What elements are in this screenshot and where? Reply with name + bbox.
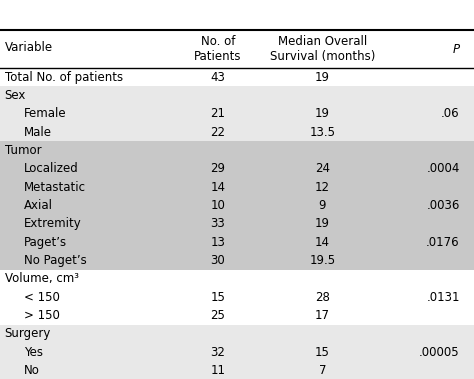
- Text: Median Overall
Survival (months): Median Overall Survival (months): [270, 35, 375, 63]
- Bar: [0, 215, 474, 233]
- Text: .00005: .00005: [419, 346, 460, 359]
- Text: 10: 10: [210, 199, 226, 212]
- Text: .0004: .0004: [427, 162, 460, 175]
- Text: Male: Male: [24, 125, 52, 139]
- Text: Surgery: Surgery: [5, 327, 51, 340]
- Text: .0131: .0131: [426, 291, 460, 304]
- Text: No. of
Patients: No. of Patients: [194, 35, 242, 63]
- Text: Yes: Yes: [24, 346, 43, 359]
- Text: 9: 9: [319, 199, 326, 212]
- Text: 19: 19: [315, 217, 330, 230]
- Text: 22: 22: [210, 125, 226, 139]
- Text: 25: 25: [210, 309, 226, 322]
- Bar: [0, 251, 474, 269]
- Text: 21: 21: [210, 107, 226, 120]
- Text: Tumor: Tumor: [5, 144, 41, 157]
- Text: No: No: [24, 364, 39, 377]
- Text: P: P: [453, 42, 460, 55]
- Text: 29: 29: [210, 162, 226, 175]
- Text: Axial: Axial: [24, 199, 53, 212]
- Text: Sex: Sex: [5, 89, 26, 102]
- Text: 11: 11: [210, 364, 226, 377]
- Text: 7: 7: [319, 364, 326, 377]
- Text: Female: Female: [24, 107, 66, 120]
- Text: Metastatic: Metastatic: [24, 180, 86, 194]
- Bar: [0, 288, 474, 306]
- Text: 12: 12: [315, 180, 330, 194]
- Text: 15: 15: [315, 346, 330, 359]
- Text: .06: .06: [441, 107, 460, 120]
- Bar: [0, 269, 474, 288]
- Text: < 150: < 150: [24, 291, 60, 304]
- Text: Variable: Variable: [5, 41, 53, 53]
- Text: 19: 19: [315, 107, 330, 120]
- Text: 14: 14: [315, 236, 330, 249]
- Text: Localized: Localized: [24, 162, 79, 175]
- Text: 32: 32: [210, 346, 226, 359]
- Bar: [0, 324, 474, 343]
- Bar: [0, 68, 474, 86]
- Text: 19.5: 19.5: [309, 254, 336, 267]
- Bar: [0, 196, 474, 215]
- Bar: [0, 178, 474, 196]
- Bar: [0, 86, 474, 105]
- Text: 13: 13: [210, 236, 226, 249]
- Text: 33: 33: [210, 217, 226, 230]
- Text: 13.5: 13.5: [310, 125, 335, 139]
- Bar: [0, 160, 474, 178]
- Bar: [0, 361, 474, 379]
- Text: 15: 15: [210, 291, 226, 304]
- Text: 14: 14: [210, 180, 226, 194]
- Bar: [0, 343, 474, 361]
- Text: 17: 17: [315, 309, 330, 322]
- Text: .0036: .0036: [427, 199, 460, 212]
- Bar: [0, 105, 474, 123]
- Text: Volume, cm³: Volume, cm³: [5, 272, 79, 285]
- Text: 43: 43: [210, 70, 226, 83]
- Text: Extremity: Extremity: [24, 217, 82, 230]
- Text: > 150: > 150: [24, 309, 60, 322]
- Text: No Paget’s: No Paget’s: [24, 254, 86, 267]
- Text: 24: 24: [315, 162, 330, 175]
- Text: 30: 30: [210, 254, 226, 267]
- Bar: [0, 306, 474, 324]
- Bar: [0, 123, 474, 141]
- Bar: [0, 30, 474, 68]
- Text: .0176: .0176: [426, 236, 460, 249]
- Text: 19: 19: [315, 70, 330, 83]
- Text: 28: 28: [315, 291, 330, 304]
- Bar: [0, 233, 474, 251]
- Bar: [0, 141, 474, 160]
- Text: Paget’s: Paget’s: [24, 236, 67, 249]
- Text: Total No. of patients: Total No. of patients: [5, 70, 123, 83]
